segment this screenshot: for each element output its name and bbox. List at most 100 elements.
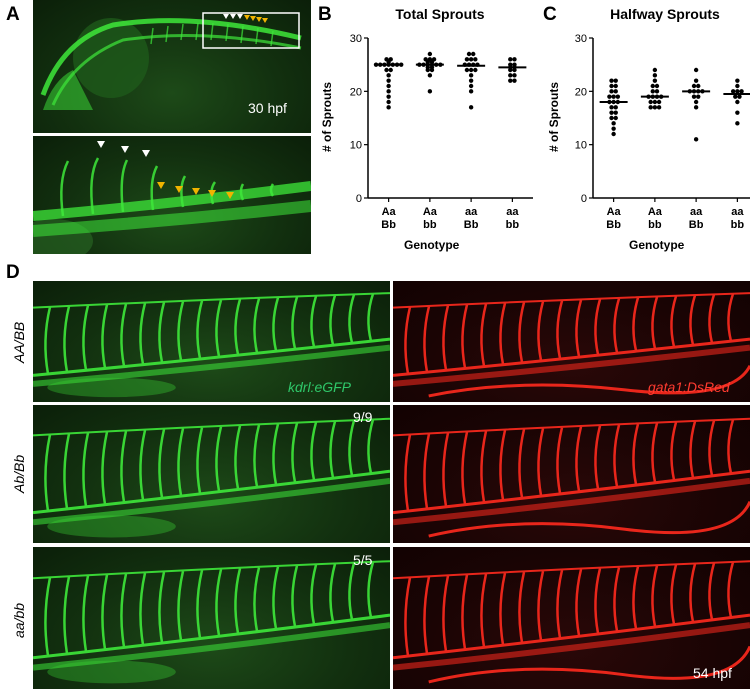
chart-b-ylabel: # of Sprouts — [320, 81, 335, 153]
vessel-network — [33, 292, 390, 398]
red-vessels-row3 — [393, 560, 750, 684]
chart-c-data-point — [735, 99, 740, 105]
chart-c-data-point — [609, 78, 614, 83]
chart-b-data-point — [386, 73, 391, 78]
sprout-arrows — [223, 14, 268, 23]
panel-b-letter: B — [318, 4, 332, 25]
chart-b-data-point — [429, 67, 435, 73]
chart-c-category-label: bb — [731, 219, 745, 231]
chart-c-title: Halfway Sprouts — [610, 6, 720, 22]
chart-b-data-point — [386, 99, 391, 105]
chart-c-data-point — [652, 78, 658, 83]
chart-b-data-point — [388, 67, 393, 73]
chart-c-category-label: Bb — [606, 219, 621, 231]
chart-c-data-point — [613, 110, 618, 115]
chart-c-data-point — [648, 105, 653, 110]
chart-b-data-point — [468, 89, 474, 94]
chart-c-data-point — [693, 105, 699, 110]
chart-b-data-point — [468, 73, 474, 78]
chart-b-data-point — [471, 51, 476, 57]
green-vessels-row2 — [33, 417, 390, 538]
chart-c-category-label: aa — [731, 206, 744, 218]
chart-c-data-point — [735, 78, 740, 83]
chart-b-category-label: Aa — [423, 206, 438, 218]
panel-a-letter: A — [6, 4, 20, 25]
green-image-row1: kdrl:eGFP — [33, 281, 390, 402]
red-image-row2 — [393, 405, 750, 543]
chart-b-category-label: bb — [423, 219, 437, 231]
chart-c-data-point — [652, 99, 658, 105]
chart-c-data-point — [693, 137, 699, 142]
chart-c-data-point — [735, 121, 740, 126]
chart-b-data-point — [384, 67, 389, 73]
chart-c-data-point — [735, 110, 740, 115]
chart-b-data-point — [473, 57, 478, 62]
chart-c-ylabel: # of Sprouts — [547, 81, 562, 153]
chart-c-data-point — [691, 83, 697, 89]
chart-c-data-point — [735, 89, 740, 94]
chart-b-data-point — [468, 67, 474, 73]
stage-label-a: 30 hpf — [248, 100, 287, 116]
chart-b-data-point — [386, 89, 391, 94]
chart-c-ytick-label: 30 — [575, 33, 587, 45]
chart-c-category-label: aa — [690, 206, 703, 218]
chart-c-data-point — [693, 67, 699, 73]
chart-c-data-point — [735, 83, 740, 89]
chart-b-data-point — [427, 73, 433, 78]
chart-c-data-point — [650, 89, 655, 94]
green-vessels-row3 — [33, 560, 390, 684]
chart-c-data-point — [609, 89, 614, 94]
panel-c-letter: C — [543, 4, 557, 25]
embryo-zoom-drawing — [33, 141, 311, 254]
stain-label-red: gata1:DsRed — [648, 379, 730, 395]
chart-b-data-point — [473, 67, 478, 73]
chart-c-data-point — [693, 99, 699, 105]
embryo-zoom-image — [33, 136, 311, 254]
chart-c-data-point — [730, 89, 736, 94]
chart-c-data-point — [656, 105, 662, 110]
chart-c-data-point — [696, 94, 701, 99]
chart-b-data-point — [464, 57, 470, 62]
chart-c-data-point — [613, 89, 618, 94]
chart-b-category-label: Aa — [382, 206, 397, 218]
chart-b-data-point — [466, 51, 472, 57]
chart-c-category-label: Aa — [648, 206, 663, 218]
chart-b-ytick-label: 0 — [356, 193, 362, 205]
embryo-overview-drawing — [40, 12, 302, 110]
chart-c-data-point — [609, 105, 614, 110]
chart-c-data-point — [607, 94, 612, 99]
chart-c-data-point — [613, 105, 618, 110]
chart-b-category-label: Bb — [381, 219, 396, 231]
row-label-1: AA/BB — [11, 321, 27, 363]
vessel-network — [393, 292, 750, 398]
green-vessels-row1 — [33, 292, 390, 398]
chart-c-ytick-label: 20 — [575, 86, 587, 98]
chart-b-category-label: Bb — [464, 219, 479, 231]
chart-b-data-point — [512, 78, 517, 83]
chart-b-data-point — [508, 57, 513, 62]
chart-b-data-point — [386, 83, 391, 89]
chart-b-title: Total Sprouts — [395, 6, 485, 22]
chart-c-data-point — [611, 126, 616, 131]
chart-b-ytick-label: 20 — [350, 86, 362, 98]
chart-c-data-point — [652, 105, 658, 110]
chart-c-data-point — [656, 99, 662, 105]
chart-b-data-point — [425, 67, 430, 73]
chart-c-data-point — [613, 83, 618, 89]
chart-b-data-point — [468, 83, 474, 89]
red-vessels-row2 — [393, 417, 750, 538]
chart-b-ytick-label: 10 — [350, 140, 362, 152]
chart-b-category-label: bb — [506, 219, 520, 231]
chart-c-category-label: Bb — [689, 219, 704, 231]
chart-b-data-point — [468, 105, 474, 110]
chart-c-data-point — [650, 83, 655, 89]
vessel-network — [33, 417, 390, 538]
green-image-row2: 9/9 — [33, 405, 390, 543]
chart-c-data-point — [652, 67, 658, 73]
chart-b-data-point — [508, 78, 513, 83]
chart-c-data-point — [611, 94, 616, 99]
chart-b-data-point — [386, 105, 391, 110]
chart-c-xlabel: Genotype — [629, 238, 685, 252]
stage-label-d: 54 hpf — [693, 665, 732, 681]
